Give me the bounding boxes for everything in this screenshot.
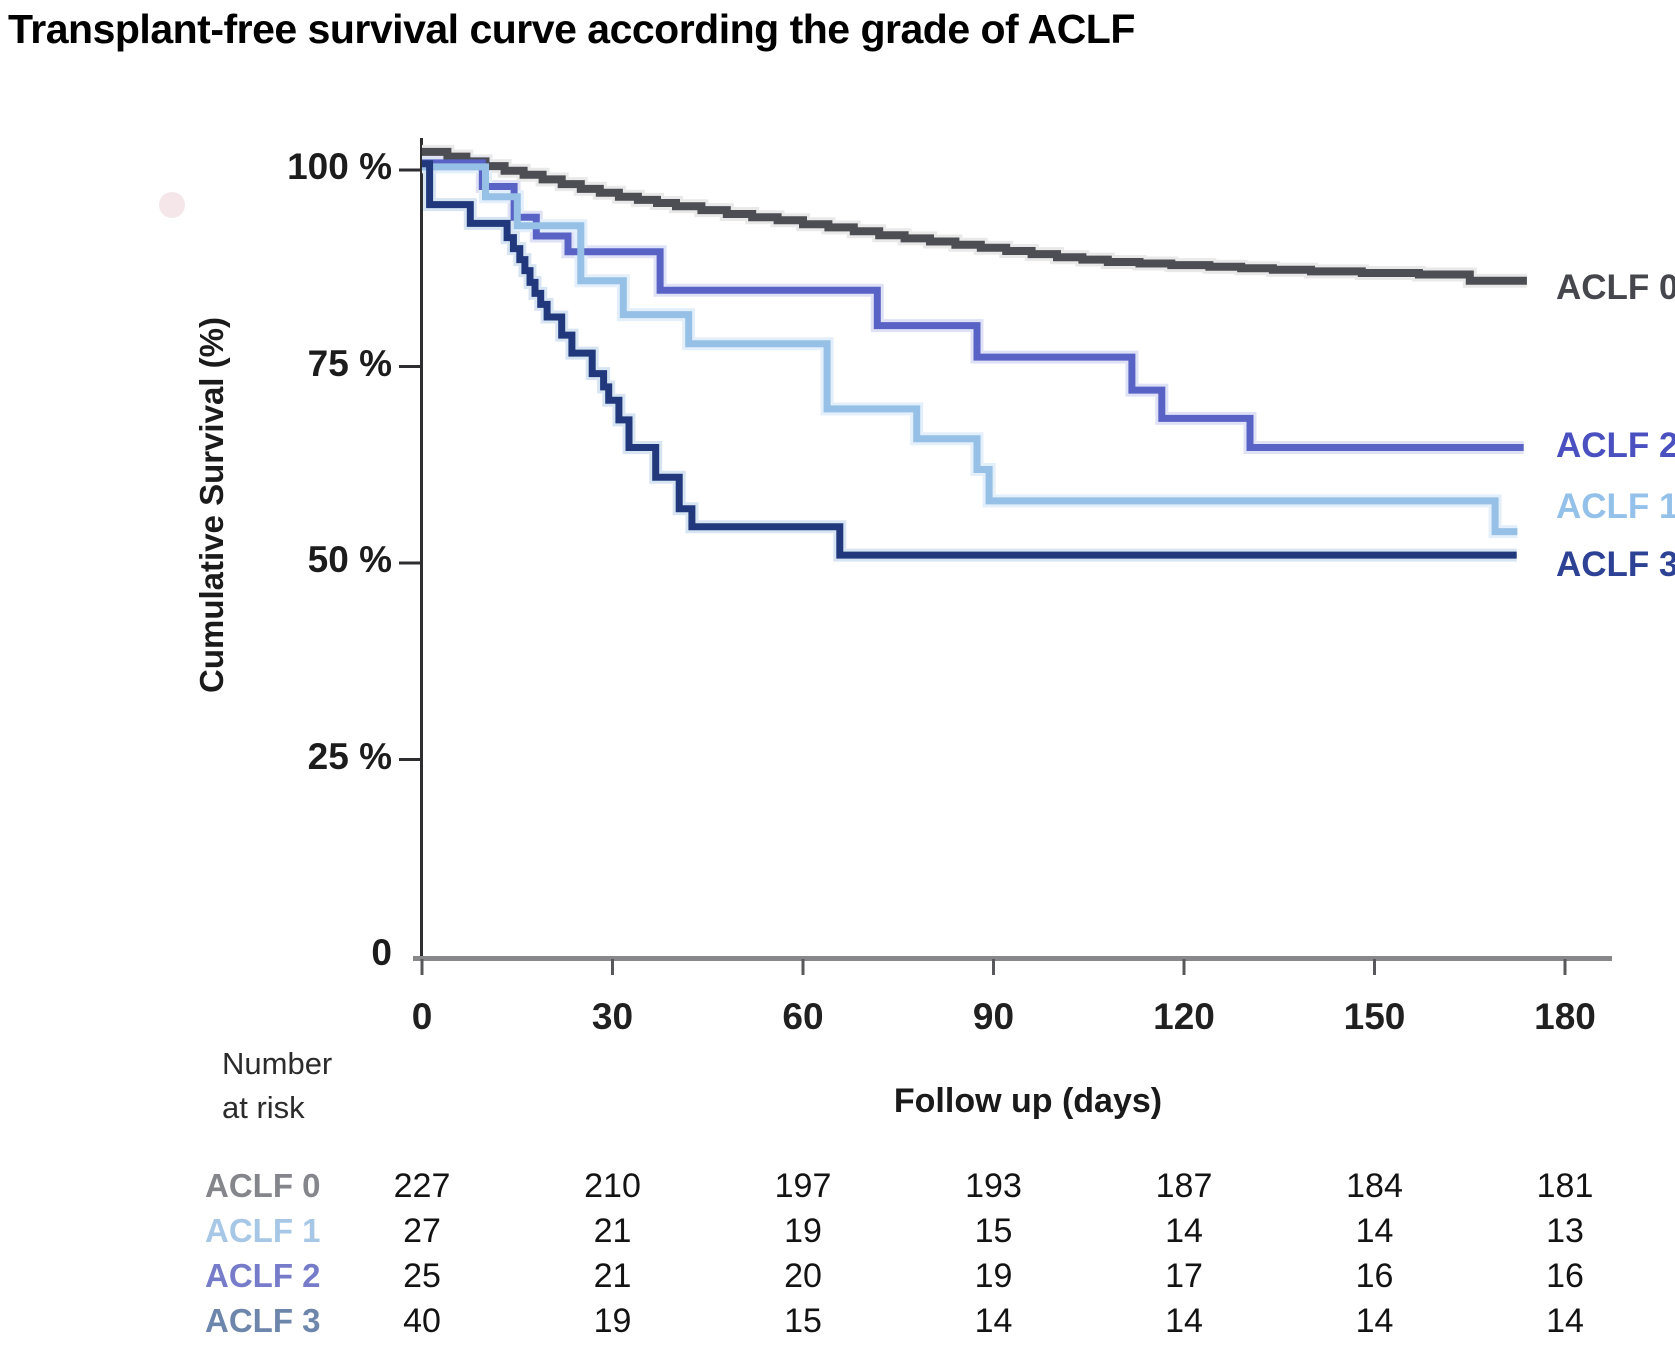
risk-value: 16 — [1546, 1257, 1584, 1295]
risk-value: 25 — [403, 1257, 441, 1295]
y-tick-label: 0 — [371, 932, 392, 973]
risk-value: 14 — [1165, 1302, 1203, 1340]
risk-value: 27 — [403, 1212, 441, 1250]
y-tick-label: 25 % — [307, 735, 392, 777]
y-tick-label: 50 % — [307, 539, 392, 580]
x-tick-label: 60 — [782, 996, 824, 1037]
risk-value: 15 — [784, 1302, 822, 1340]
risk-value: 15 — [974, 1212, 1013, 1250]
risk-value: 17 — [1165, 1257, 1203, 1295]
risk-row-label: ACLF 0 — [205, 1167, 321, 1204]
risk-value: 19 — [593, 1302, 632, 1340]
risk-value: 14 — [1165, 1212, 1203, 1250]
curve-end-label-aclf-3: ACLF 3 — [1556, 545, 1675, 585]
x-tick-label: 0 — [411, 996, 433, 1037]
x-tick-label: 30 — [591, 996, 634, 1037]
x-tick-label: 120 — [1153, 996, 1215, 1037]
risk-value: 19 — [974, 1257, 1013, 1295]
curve-end-label-aclf-0: ACLF 0 — [1556, 267, 1675, 307]
curve-aclf-1 — [422, 163, 1518, 536]
y-tick-label: 100 % — [287, 146, 392, 187]
risk-value: 181 — [1536, 1167, 1594, 1205]
curve-aclf-0 — [422, 147, 1527, 285]
curve-end-label-aclf-2: ACLF 2 — [1556, 426, 1675, 466]
risk-row-label: ACLF 1 — [205, 1212, 321, 1249]
risk-row-label: ACLF 2 — [205, 1257, 321, 1294]
risk-value: 16 — [1355, 1257, 1394, 1295]
risk-value: 210 — [584, 1167, 641, 1205]
number-at-risk-header-line1: Number — [222, 1046, 333, 1081]
risk-value: 19 — [784, 1212, 822, 1250]
curve-aclf-3 — [422, 160, 1517, 559]
risk-value: 13 — [1546, 1212, 1584, 1250]
risk-value: 14 — [974, 1302, 1013, 1340]
risk-value: 21 — [593, 1212, 632, 1250]
x-tick-label: 90 — [972, 996, 1015, 1037]
x-tick-label: 180 — [1534, 996, 1596, 1037]
risk-value: 40 — [403, 1302, 441, 1340]
scan-artifact-dot — [159, 192, 185, 218]
y-tick-label: 75 % — [307, 342, 392, 384]
x-axis-title: Follow up (days) — [893, 1082, 1163, 1120]
x-tick-label: 150 — [1343, 996, 1406, 1037]
y-axis-title: Cumulative Survival (%) — [193, 317, 230, 693]
risk-value: 14 — [1355, 1302, 1394, 1340]
risk-value: 184 — [1346, 1167, 1403, 1205]
risk-row-label: ACLF 3 — [205, 1302, 321, 1339]
risk-value: 20 — [784, 1257, 822, 1295]
risk-value: 21 — [593, 1257, 632, 1295]
risk-value: 197 — [774, 1167, 832, 1205]
number-at-risk-header-line2: at risk — [222, 1090, 305, 1125]
figure-title: Transplant-free survival curve according… — [8, 6, 1135, 52]
risk-value: 227 — [393, 1167, 451, 1205]
risk-value: 14 — [1546, 1302, 1584, 1340]
risk-value: 14 — [1355, 1212, 1394, 1250]
risk-value: 187 — [1155, 1167, 1213, 1205]
curve-end-label-aclf-1: ACLF 1 — [1556, 486, 1675, 526]
risk-value: 193 — [965, 1167, 1022, 1205]
